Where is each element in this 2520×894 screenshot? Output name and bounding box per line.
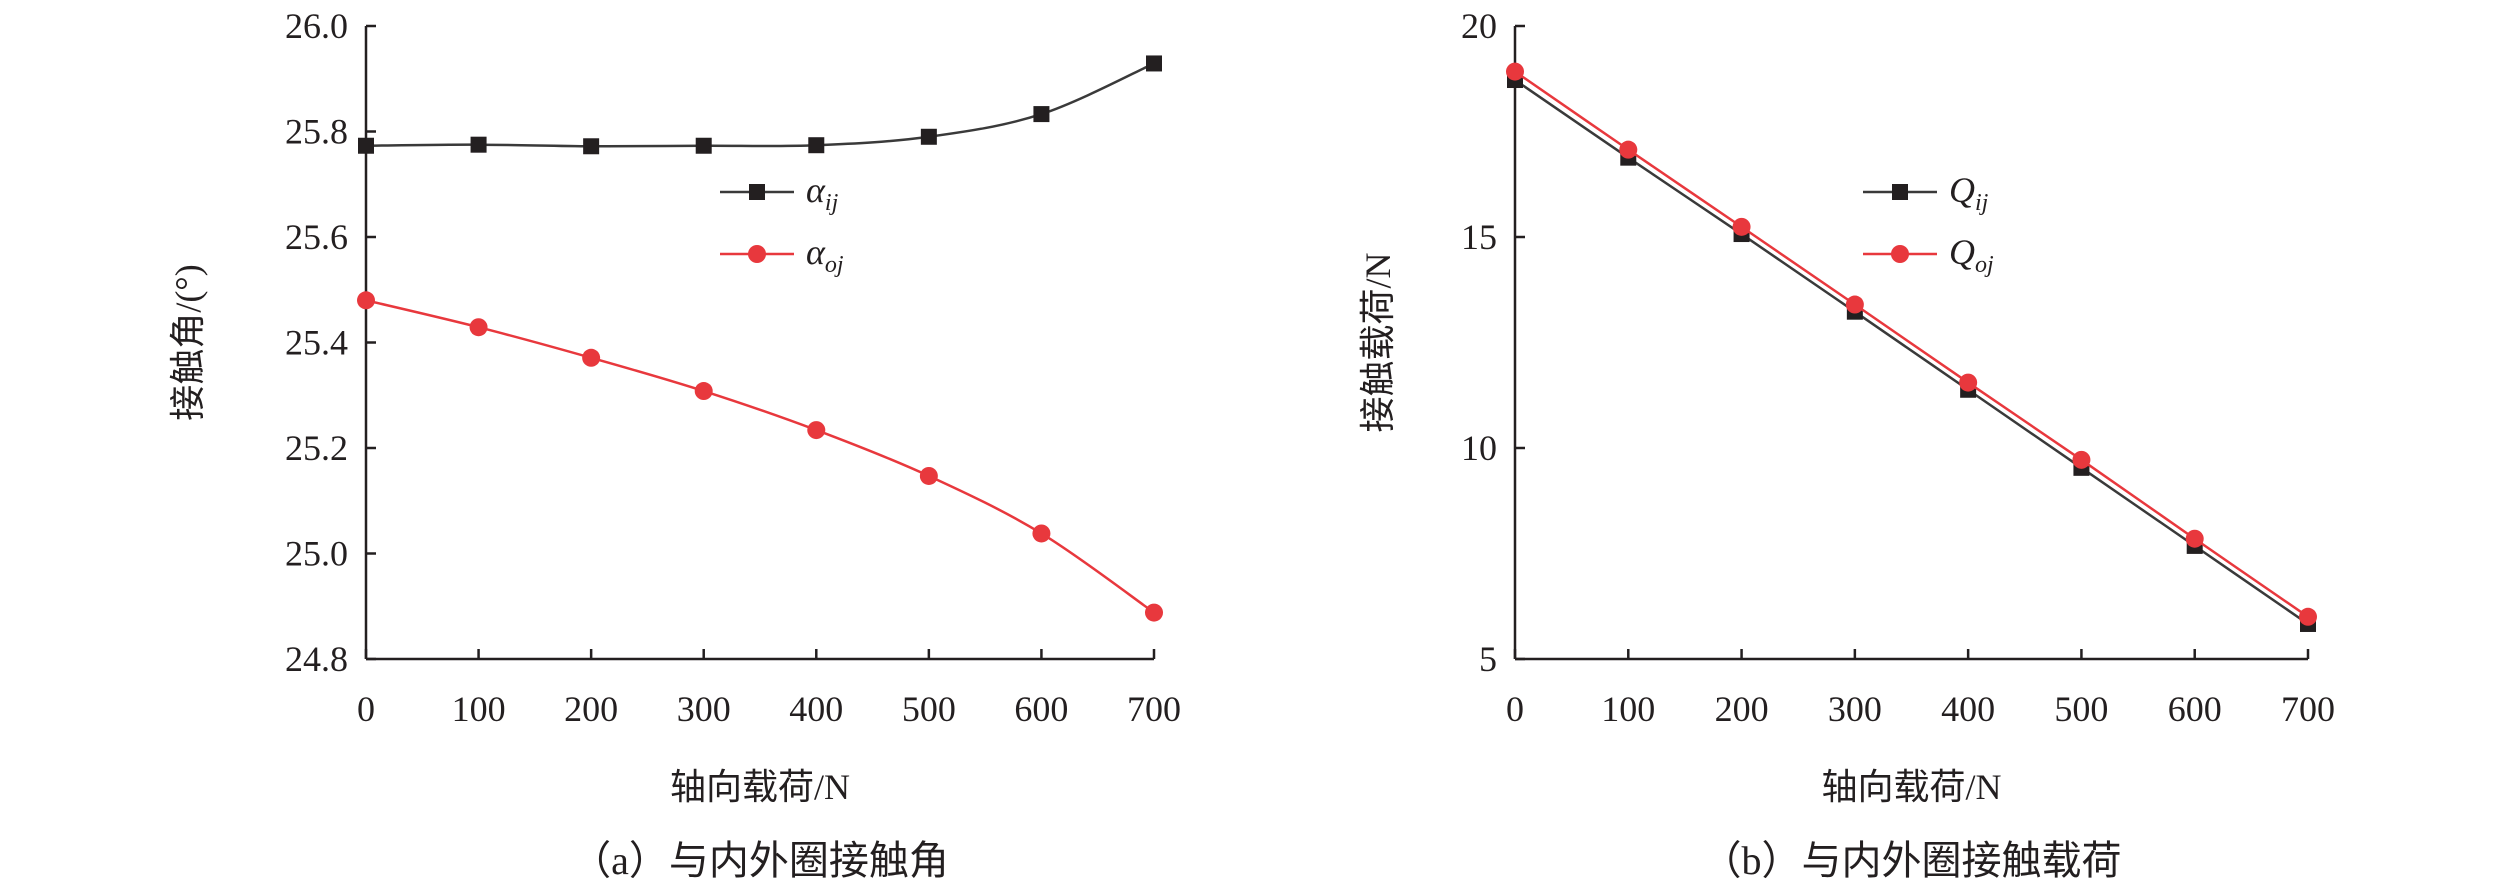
y-axis-label: 接触载荷/N <box>1358 252 1398 432</box>
legend-marker <box>1891 245 1909 263</box>
y-tick-label: 15 <box>1461 217 1497 257</box>
data-point-ij <box>470 136 487 153</box>
caption: （b）与内外圈接触载荷 <box>1702 838 2122 883</box>
data-point-oj <box>807 421 826 440</box>
y-tick-label: 5 <box>1479 639 1497 679</box>
data-point-oj <box>1145 603 1163 622</box>
data-point-oj <box>919 466 938 485</box>
data-point-oj <box>2299 607 2317 626</box>
data-point-ij <box>695 137 712 154</box>
data-point-oj <box>582 348 601 367</box>
legend-label: αij <box>806 170 839 216</box>
series-line-oj <box>1514 70 2309 618</box>
legend-symbol: α <box>806 170 826 210</box>
data-point-oj <box>2072 450 2091 469</box>
legend-symbol: α <box>806 232 826 272</box>
data-point-ij <box>583 138 600 155</box>
x-tick-label: 700 <box>2281 689 2335 729</box>
x-tick-label: 0 <box>1506 689 1524 729</box>
data-point-oj <box>1845 295 1864 314</box>
data-point-oj <box>1506 62 1524 81</box>
legend-subscript: ij <box>825 190 839 216</box>
x-tick-label: 200 <box>1715 689 1769 729</box>
y-tick-label: 10 <box>1461 428 1497 468</box>
x-tick-label: 600 <box>2168 689 2222 729</box>
data-point-oj <box>1032 524 1051 543</box>
data-point-oj <box>1619 140 1638 159</box>
x-tick-label: 0 <box>357 689 375 729</box>
legend-subscript: oj <box>825 252 844 278</box>
data-point-ij <box>808 137 825 154</box>
data-point-oj <box>1732 217 1751 236</box>
legend-marker <box>1892 184 1908 200</box>
legend-label: Qoj <box>1949 232 1994 278</box>
data-point-oj <box>357 291 375 310</box>
x-axis-label: 轴向载荷/N <box>670 767 850 807</box>
series-line-ij <box>365 62 1155 148</box>
data-point-oj <box>1959 373 1978 392</box>
legend-label: αoj <box>806 232 844 278</box>
y-tick-label: 26.0 <box>285 6 348 46</box>
x-axis-label: 轴向载荷/N <box>1821 767 2001 807</box>
chart-a-contact-angle: 24.8 25.0 25.2 25.4 25.6 25.8 26.0 0 100 200 300 40… <box>168 6 1181 883</box>
x-tick-label: 300 <box>1828 689 1882 729</box>
legend-subscript: oj <box>1975 252 1994 278</box>
y-tick-label: 24.8 <box>285 639 348 679</box>
data-point-oj <box>2185 529 2204 548</box>
y-axis-label: 接触角/(°) <box>168 264 208 420</box>
x-tick-label: 100 <box>452 689 506 729</box>
legend-symbol: Q <box>1949 232 1975 272</box>
data-point-oj <box>694 382 713 401</box>
x-tick-label: 500 <box>902 689 956 729</box>
data-point-ij <box>1146 55 1162 72</box>
legend-subscript: ij <box>1975 190 1989 216</box>
legend-marker <box>748 245 766 263</box>
series-line-ij <box>1514 78 2309 626</box>
data-point-ij <box>358 137 374 154</box>
x-tick-label: 200 <box>564 689 618 729</box>
caption: （a）与内外圈接触角 <box>571 838 949 883</box>
x-tick-label: 600 <box>1014 689 1068 729</box>
y-tick-label: 25.4 <box>285 323 348 363</box>
legend-marker <box>749 184 765 200</box>
series-line-oj <box>365 299 1155 614</box>
data-point-oj <box>469 318 488 337</box>
x-tick-label: 100 <box>1601 689 1655 729</box>
y-tick-label: 25.2 <box>285 428 348 468</box>
legend-symbol: Q <box>1949 170 1975 210</box>
y-tick-label: 25.6 <box>285 217 348 257</box>
x-tick-label: 700 <box>1127 689 1181 729</box>
data-point-ij <box>1033 106 1050 123</box>
x-tick-label: 300 <box>677 689 731 729</box>
x-tick-label: 400 <box>1941 689 1995 729</box>
y-tick-label: 20 <box>1461 6 1497 46</box>
data-point-ij <box>920 128 937 145</box>
y-tick-label: 25.0 <box>285 534 348 574</box>
legend-label: Qij <box>1949 170 1989 216</box>
x-tick-label: 400 <box>789 689 843 729</box>
y-tick-label: 25.8 <box>285 112 348 152</box>
x-tick-label: 500 <box>2054 689 2108 729</box>
